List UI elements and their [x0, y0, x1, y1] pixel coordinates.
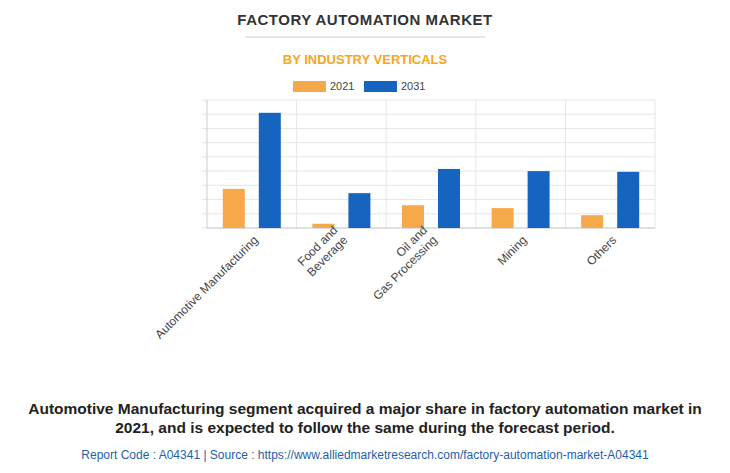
legend-swatch: [293, 81, 326, 92]
x-tick-label-line: Beverage: [304, 233, 350, 279]
x-tick-label: Others: [584, 233, 619, 268]
legend-label: 2021: [330, 80, 354, 92]
bar: [581, 215, 603, 228]
x-tick-label: Automotive Manufacturing: [152, 233, 260, 341]
title-rule: [245, 37, 485, 38]
bar: [348, 193, 370, 228]
bars: [223, 113, 639, 228]
x-tick-label-line: Gas Processing: [370, 233, 440, 303]
bar: [259, 113, 281, 228]
caption: Automotive Manufacturing segment acquire…: [15, 399, 715, 437]
x-tick-label: Oil andGas Processing: [360, 223, 440, 303]
x-tick-label: Food andBeverage: [294, 223, 350, 279]
source: Report Code : A04341 | Source : https://…: [0, 448, 730, 462]
bar: [617, 172, 639, 228]
grid-line-vertical: [475, 100, 476, 228]
legend-label: 2031: [401, 80, 425, 92]
y-axis: [207, 100, 208, 228]
x-tick-label: Mining: [495, 233, 530, 268]
grid-line-vertical: [655, 100, 656, 228]
bar: [528, 171, 550, 228]
grid-line-vertical: [296, 100, 297, 228]
bar: [492, 208, 514, 228]
x-tick-label-line: Others: [584, 233, 619, 268]
legend-swatch: [364, 81, 397, 92]
title: FACTORY AUTOMATION MARKET: [237, 11, 492, 28]
x-tick-label-line: Mining: [495, 233, 530, 268]
grid-line: [202, 100, 655, 101]
x-tick-label-line: Automotive Manufacturing: [152, 233, 260, 341]
grid-line-vertical: [565, 100, 566, 228]
grid-line-vertical: [386, 100, 387, 228]
subtitle: BY INDUSTRY VERTICALS: [283, 52, 448, 67]
bar: [223, 189, 245, 228]
bar: [438, 169, 460, 228]
